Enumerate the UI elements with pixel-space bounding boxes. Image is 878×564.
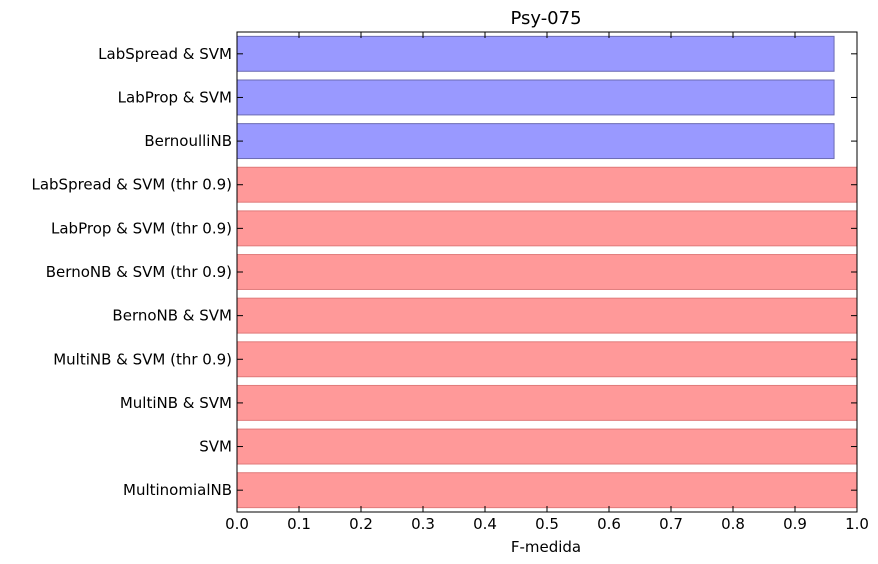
category-label: BernoNB & SVM (thr 0.9) bbox=[46, 263, 232, 281]
plot-frame bbox=[236, 31, 858, 513]
category-labels: LabSpread & SVM LabProp & SVM BernoulliNB L… bbox=[31, 45, 232, 499]
category-label: BernoulliNB bbox=[144, 132, 232, 150]
x-axis-label: F-medida bbox=[511, 538, 581, 556]
category-label: BernoNB & SVM bbox=[112, 307, 232, 325]
bar bbox=[236, 472, 858, 509]
x-tick-label: 0.4 bbox=[473, 515, 497, 533]
bar bbox=[236, 79, 835, 116]
category-label: MultiNB & SVM bbox=[120, 394, 232, 412]
category-label: LabProp & SVM bbox=[118, 88, 232, 106]
bar bbox=[236, 254, 858, 290]
x-tick-label: 0.1 bbox=[287, 515, 311, 533]
category-label: LabProp & SVM (thr 0.9) bbox=[51, 219, 232, 237]
x-tick-label: 0.2 bbox=[349, 515, 373, 533]
x-tick-label: 0.8 bbox=[721, 515, 745, 533]
category-label: MultinomialNB bbox=[123, 481, 232, 499]
bar bbox=[236, 297, 858, 334]
category-label: LabSpread & SVM (thr 0.9) bbox=[31, 176, 232, 194]
bar bbox=[236, 166, 858, 203]
x-tick-label: 1.0 bbox=[845, 515, 869, 533]
x-tick-label: 0.3 bbox=[411, 515, 435, 533]
bar bbox=[236, 210, 858, 247]
x-tick-label: 0.0 bbox=[225, 515, 249, 533]
bar bbox=[236, 384, 858, 421]
category-label: MultiNB & SVM (thr 0.9) bbox=[53, 350, 232, 368]
x-tick-label: 0.5 bbox=[535, 515, 559, 533]
category-label: LabSpread & SVM bbox=[98, 45, 232, 63]
bar bbox=[236, 341, 858, 378]
x-tick-label: 0.6 bbox=[597, 515, 621, 533]
chart-title: Psy-075 bbox=[510, 8, 581, 29]
x-tick-label: 0.7 bbox=[659, 515, 683, 533]
bar bbox=[236, 35, 835, 72]
bars-group bbox=[236, 35, 858, 509]
category-label: SVM bbox=[199, 438, 232, 456]
x-tick-label: 0.9 bbox=[783, 515, 807, 533]
bar bbox=[236, 428, 858, 465]
bar bbox=[236, 123, 835, 160]
